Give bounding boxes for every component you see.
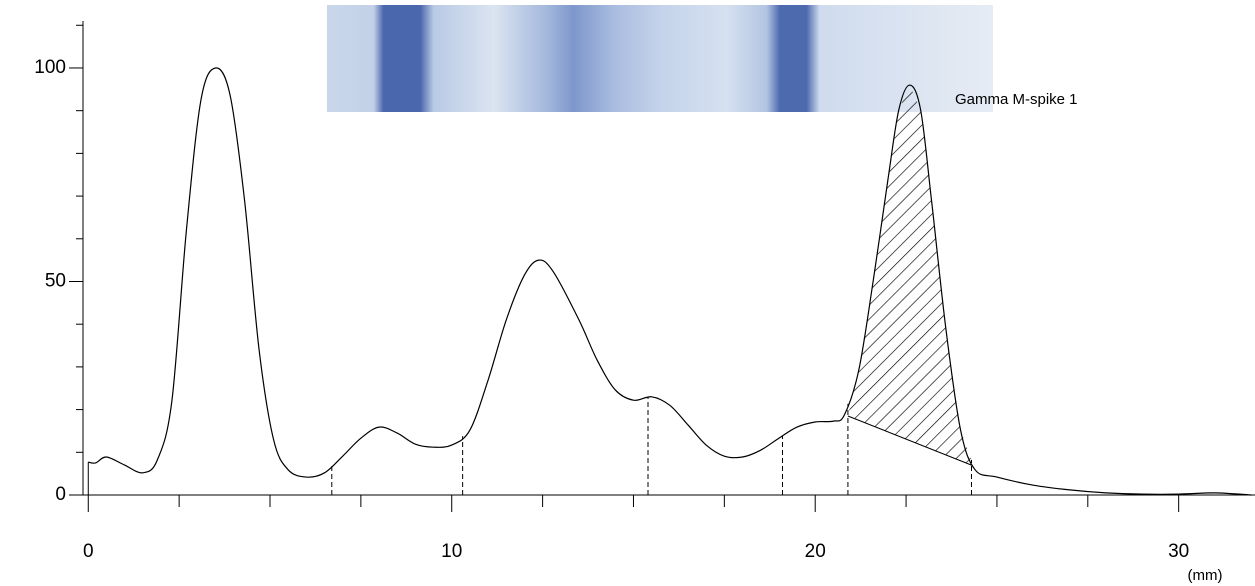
x-axis-label: (mm): [1188, 567, 1223, 584]
y-tick-label: 100: [34, 57, 66, 78]
spike-label: Gamma M-spike 1: [955, 91, 1078, 108]
gel-image: [327, 5, 993, 112]
spike-baseline: [847, 415, 972, 466]
x-tick-label: 20: [805, 541, 826, 562]
spike-area: [847, 85, 972, 466]
density-curve: [88, 67, 1252, 496]
x-tick-label: 10: [441, 541, 462, 562]
y-tick-label: 50: [45, 271, 66, 292]
x-tick-label: 0: [83, 541, 94, 562]
x-tick-label: 30: [1168, 541, 1189, 562]
y-tick-label: 0: [55, 484, 66, 505]
